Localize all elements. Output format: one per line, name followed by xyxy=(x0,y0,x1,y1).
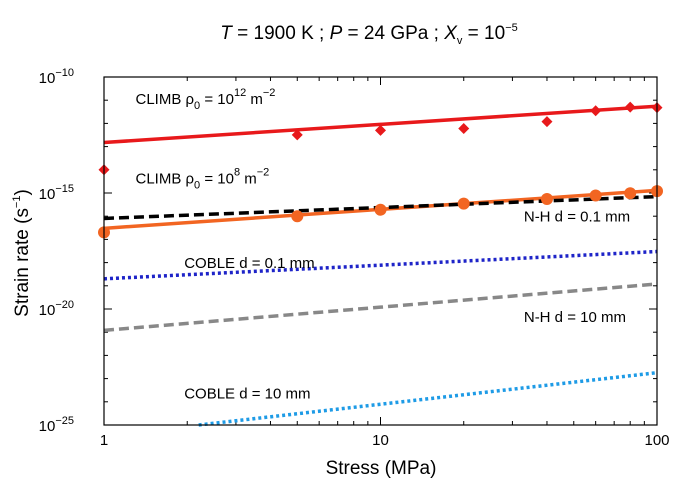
series-line-coble01 xyxy=(103,249,658,281)
x-axis-label: Stress (MPa) xyxy=(326,458,437,479)
y-tick-label: 10−20 xyxy=(39,299,74,319)
y-axis-label-exp: −1 xyxy=(11,196,23,209)
annotation-nh10: N-H d = 10 mm xyxy=(524,309,626,326)
marker-layer xyxy=(98,101,663,239)
data-point-climb8 xyxy=(624,187,637,200)
y-axis-label-text: Strain rate (s xyxy=(12,208,33,317)
data-point-climb8 xyxy=(291,210,304,223)
data-point-climb12 xyxy=(624,101,636,113)
data-point-climb8 xyxy=(374,203,387,216)
title-x-sub: v xyxy=(457,35,463,47)
y-axis-label: Strain rate (s−1) xyxy=(11,189,33,317)
title-t-var: T xyxy=(220,23,233,44)
data-point-climb12 xyxy=(458,123,470,135)
x-tick-label: 100 xyxy=(644,432,669,449)
annotation-layer: CLIMB ρ0 = 1012 m−2 CLIMB ρ0 = 108 m−2 N-H… xyxy=(136,87,631,403)
data-point-climb12 xyxy=(541,116,553,128)
y-tick-label: 10−10 xyxy=(39,67,74,87)
title-x-val: = 10 xyxy=(462,23,505,44)
title-x-exp: −5 xyxy=(505,22,518,34)
series-line-coble10 xyxy=(198,370,658,427)
data-point-climb12 xyxy=(590,105,602,117)
y-tick-label: 10−25 xyxy=(39,415,74,435)
annotation-coble10: COBLE d = 10 mm xyxy=(184,385,310,402)
title-p-var: P xyxy=(330,23,343,44)
annotation-climb8: CLIMB ρ0 = 108 m−2 xyxy=(136,166,270,191)
annotation-climb12: CLIMB ρ0 = 1012 m−2 xyxy=(136,87,276,112)
annotation-nh01: N-H d = 0.1 mm xyxy=(524,208,630,225)
title-x-var: X xyxy=(443,23,458,44)
annotation-coble01: COBLE d = 0.1 mm xyxy=(184,255,314,272)
data-point-climb12 xyxy=(291,129,303,141)
data-point-climb8 xyxy=(589,189,602,202)
plot-frame xyxy=(103,76,658,426)
series-line-climb12 xyxy=(103,104,658,145)
x-tick-label: 1 xyxy=(100,432,108,449)
chart-title: T = 1900 K ; P = 24 GPa ; Xv = 10−5 xyxy=(220,22,517,47)
data-point-climb8 xyxy=(540,193,553,206)
title-p-val: = 24 GPa ; xyxy=(342,23,444,44)
title-t-val: = 1900 K ; xyxy=(232,23,330,44)
x-tick-label: 10 xyxy=(372,432,389,449)
axis-ticks: 1 10 100 10−25 10−20 10−15 10−10 xyxy=(39,67,670,449)
data-point-climb12 xyxy=(375,124,386,136)
data-point-climb8 xyxy=(457,197,470,210)
series-line-nh10 xyxy=(103,282,658,333)
y-axis-label-close: ) xyxy=(12,189,33,195)
y-tick-label: 10−15 xyxy=(39,183,74,203)
